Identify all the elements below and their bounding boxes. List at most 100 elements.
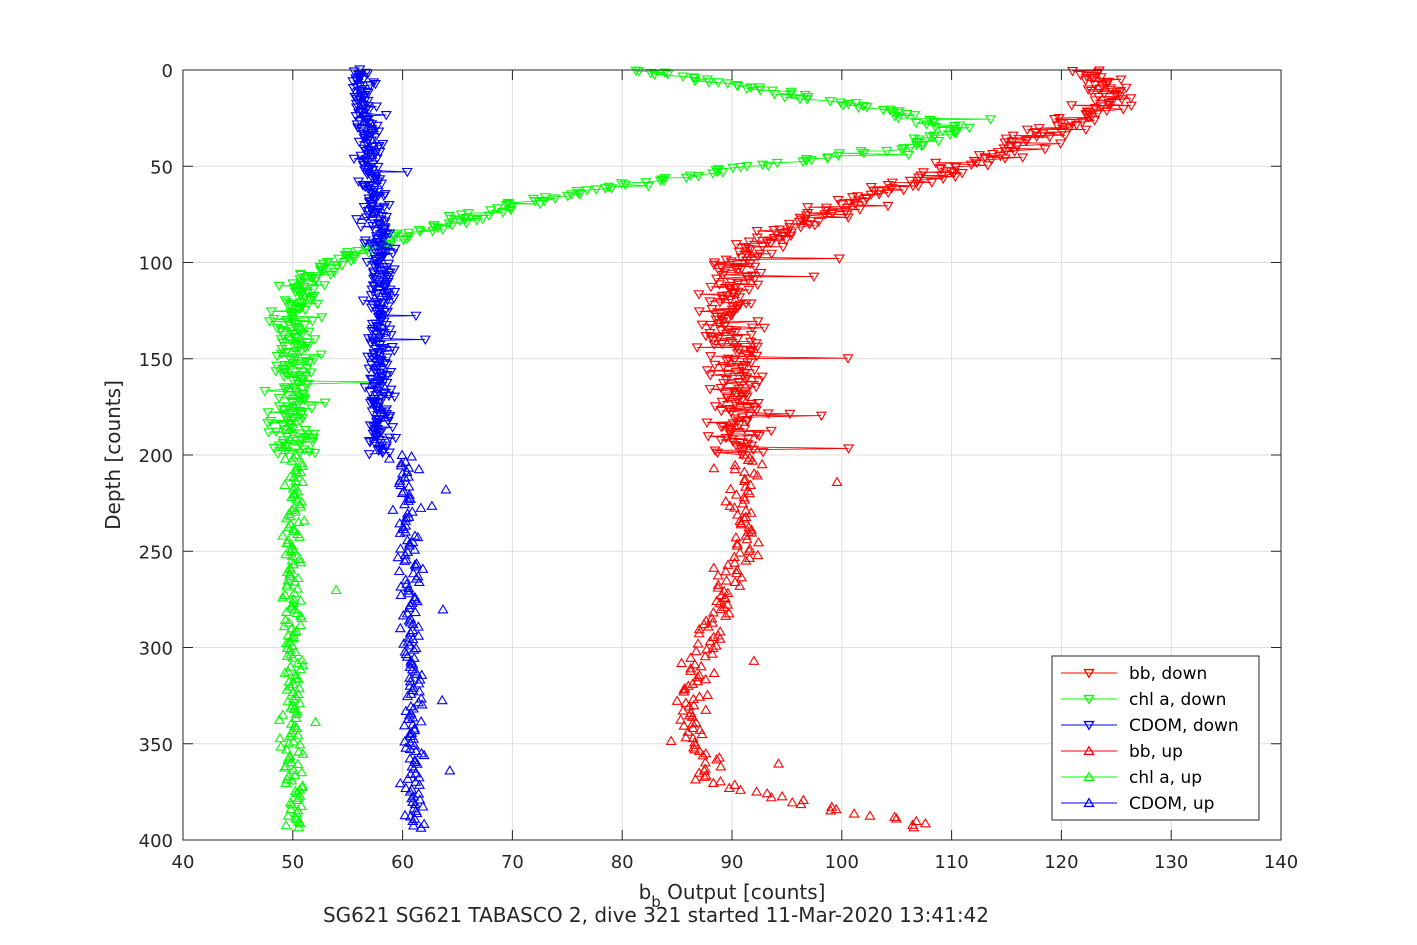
- data-point: [1085, 86, 1097, 97]
- data-point: [462, 209, 474, 219]
- data-point: [362, 130, 374, 141]
- data-point: [719, 592, 732, 603]
- data-point: [777, 229, 790, 240]
- data-point: [384, 325, 396, 336]
- data-point: [741, 533, 753, 544]
- data-point: [427, 227, 439, 237]
- data-point: [676, 657, 688, 668]
- data-point: [784, 409, 796, 420]
- data-point: [850, 99, 862, 109]
- data-point: [404, 675, 416, 686]
- data-point: [884, 105, 896, 116]
- data-point: [377, 139, 389, 150]
- data-point: [937, 126, 949, 137]
- data-point: [752, 252, 764, 262]
- data-point: [762, 161, 774, 172]
- data-point: [699, 756, 711, 767]
- data-point: [296, 303, 308, 313]
- data-point: [565, 190, 578, 200]
- data-point: [363, 106, 375, 116]
- data-point: [659, 68, 671, 79]
- data-point: [352, 247, 364, 257]
- data-point: [949, 172, 961, 183]
- data-point: [388, 392, 401, 403]
- data-point: [824, 97, 836, 107]
- data-point: [292, 729, 304, 739]
- data-point: [375, 427, 387, 438]
- data-point: [410, 776, 422, 786]
- data-point: [904, 176, 916, 187]
- data-point: [1125, 94, 1137, 104]
- data-point: [278, 372, 290, 382]
- data-point: [786, 796, 798, 807]
- data-point: [381, 360, 393, 371]
- data-point: [864, 810, 876, 820]
- data-point: [701, 418, 713, 428]
- data-point: [400, 574, 412, 584]
- data-point: [680, 173, 692, 184]
- data-point: [701, 643, 713, 654]
- data-point: [820, 203, 832, 214]
- data-point: [688, 699, 700, 710]
- data-point: [712, 78, 724, 88]
- data-point: [1103, 100, 1115, 110]
- data-point: [751, 233, 763, 243]
- data-point: [274, 732, 286, 743]
- data-point: [319, 398, 331, 409]
- data-point: [444, 214, 457, 225]
- data-point: [744, 479, 757, 489]
- data-point: [363, 450, 375, 460]
- data-point: [294, 619, 307, 630]
- data-point: [403, 540, 415, 550]
- data-point: [388, 231, 401, 242]
- data-point: [726, 328, 738, 338]
- x-tick-label: 80: [611, 852, 634, 873]
- data-point: [404, 728, 416, 738]
- data-point: [348, 67, 360, 77]
- data-point: [286, 455, 298, 465]
- data-point: [397, 610, 409, 620]
- data-point: [382, 278, 394, 288]
- data-point: [415, 715, 427, 726]
- data-point: [376, 242, 389, 252]
- data-point: [739, 424, 751, 435]
- data-point: [282, 810, 294, 820]
- data-point: [295, 279, 307, 289]
- data-point: [367, 222, 379, 232]
- data-point: [734, 784, 747, 794]
- data-point: [882, 201, 894, 212]
- data-point: [398, 719, 410, 730]
- data-point: [708, 667, 720, 678]
- data-point: [711, 448, 724, 459]
- data-point: [734, 442, 746, 453]
- data-point: [289, 769, 301, 780]
- data-point: [263, 428, 275, 438]
- data-point: [286, 798, 298, 809]
- data-point: [366, 407, 378, 417]
- data-point: [722, 314, 734, 325]
- x-tick-label: 60: [391, 852, 414, 873]
- data-point: [392, 551, 404, 562]
- data-point: [394, 527, 406, 537]
- data-point: [700, 770, 712, 780]
- data-point: [302, 379, 314, 390]
- data-point: [1017, 153, 1029, 163]
- data-point: [398, 555, 411, 565]
- data-point: [363, 165, 375, 175]
- data-point: [364, 81, 376, 91]
- data-point: [645, 68, 657, 79]
- data-point: [715, 262, 727, 273]
- data-point: [294, 341, 306, 351]
- data-point: [853, 103, 865, 114]
- data-point: [728, 356, 740, 366]
- data-point: [706, 617, 718, 627]
- legend-label: bb, up: [1129, 742, 1183, 762]
- data-point: [715, 406, 727, 417]
- data-point: [276, 345, 288, 355]
- data-point: [654, 176, 667, 187]
- data-point: [687, 717, 699, 728]
- data-point: [748, 655, 760, 665]
- data-point: [907, 181, 919, 192]
- y-axis-label: Depth [counts]: [101, 380, 125, 530]
- data-point: [284, 568, 296, 578]
